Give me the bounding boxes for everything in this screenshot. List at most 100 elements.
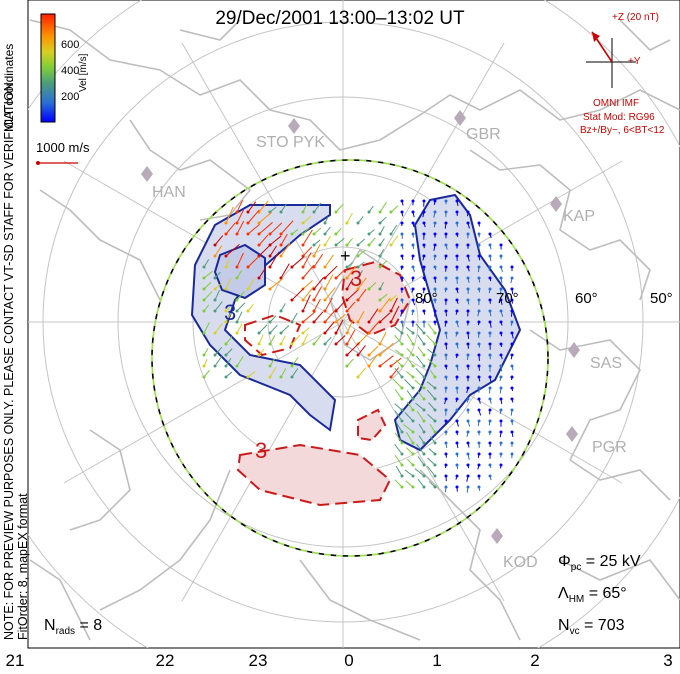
velocity-vector <box>426 465 436 477</box>
velocity-vector <box>478 288 481 293</box>
stat-phi-value: = 25 kV <box>585 553 641 570</box>
velocity-vector <box>269 315 277 323</box>
velocity-vector <box>291 334 301 345</box>
velocity-vector <box>390 357 402 367</box>
velocity-vector <box>489 310 492 317</box>
velocity-vector <box>414 379 425 389</box>
velocity-vector <box>269 206 277 213</box>
velocity-vector <box>368 237 376 246</box>
velocity-vector <box>456 464 459 470</box>
velocity-vector <box>445 442 448 449</box>
velocity-vector <box>313 239 321 246</box>
stat-phi-symbol: Φ <box>558 553 571 570</box>
velocity-vector <box>379 355 394 367</box>
colorbar-tick-400: 400 <box>61 65 80 77</box>
velocity-vector <box>395 465 403 477</box>
velocity-vector <box>247 223 260 235</box>
velocity-vector <box>394 444 403 455</box>
velocity-vector <box>434 288 437 293</box>
velocity-vector <box>477 266 480 273</box>
velocity-vector <box>280 368 287 378</box>
velocity-vector <box>426 389 436 400</box>
velocity-vector <box>357 277 367 290</box>
velocity-vector <box>390 297 398 312</box>
pole-marker: + <box>340 246 351 266</box>
velocity-vector <box>489 277 492 282</box>
velocity-vectors <box>202 199 514 493</box>
stat-nrads-sub: rads <box>55 626 76 638</box>
velocity-vector <box>291 229 299 235</box>
latitude-label-50: 50° <box>650 290 673 307</box>
velocity-vector <box>394 403 403 411</box>
velocity-vector <box>269 324 278 334</box>
velocity-vector <box>511 332 514 339</box>
velocity-vector <box>466 398 469 403</box>
velocity-vector <box>203 291 213 301</box>
velocity-vector <box>280 242 291 257</box>
mlt-hour-1: 1 <box>432 651 442 670</box>
station-HAN: HAN <box>152 184 186 201</box>
station-KOD: KOD <box>503 554 538 571</box>
stat-nvc-value: = 703 <box>584 617 625 634</box>
velocity-vector <box>489 464 492 469</box>
velocity-vector <box>455 398 458 403</box>
velocity-vector <box>456 233 459 238</box>
vector-origin <box>433 254 437 258</box>
velocity-vector <box>433 211 436 218</box>
velocity-vector <box>258 243 272 257</box>
velocity-vector <box>379 293 388 301</box>
velocity-vector <box>394 388 403 400</box>
velocity-vector <box>357 249 366 257</box>
velocity-vector <box>225 312 232 323</box>
velocity-vector <box>291 256 305 268</box>
velocity-vector <box>302 280 313 290</box>
velocity-vector <box>456 365 459 371</box>
station-PYK: PYK <box>293 134 326 151</box>
imf-y-label: +Y <box>628 56 641 67</box>
contour-label-positive: 3 <box>224 300 237 325</box>
velocity-vector <box>404 412 414 422</box>
velocity-vector <box>411 310 414 316</box>
velocity-vector <box>417 456 425 466</box>
velocity-vector <box>406 390 414 400</box>
velocity-vector <box>427 413 436 422</box>
velocity-vector <box>428 481 436 488</box>
velocity-vector <box>444 321 447 327</box>
velocity-vector <box>302 286 315 301</box>
velocity-vector <box>368 205 374 213</box>
potential-contour-negative-left <box>244 313 302 357</box>
velocity-vector <box>466 387 469 394</box>
velocity-vector <box>445 343 448 350</box>
velocity-vector <box>368 354 378 367</box>
velocity-vector <box>236 209 245 224</box>
velocity-vector <box>456 200 459 207</box>
stat-nvc-symbol: N <box>558 617 570 634</box>
velocity-vector <box>426 334 436 345</box>
velocity-vector <box>324 274 334 290</box>
heppner-maynard-boundary-dash <box>151 159 549 557</box>
velocity-vector <box>346 289 359 301</box>
velocity-vector <box>291 357 299 367</box>
velocity-vector <box>313 227 322 235</box>
velocity-vector <box>400 310 403 317</box>
velocity-vector <box>445 376 448 381</box>
stat-nrads-symbol: N <box>44 617 56 634</box>
velocity-vector <box>415 402 425 411</box>
velocity-vector <box>225 244 240 257</box>
velocity-vector <box>427 457 436 466</box>
velocity-vector <box>416 443 425 455</box>
velocity-vector <box>511 431 514 438</box>
velocity-vector <box>478 255 481 261</box>
velocity-vector <box>203 259 210 268</box>
velocity-vector <box>401 244 404 250</box>
velocity-vector <box>477 332 480 338</box>
velocity-vector <box>467 222 470 229</box>
velocity-vector <box>500 277 503 283</box>
velocity-vector <box>269 222 283 235</box>
velocity-vector <box>406 348 414 356</box>
velocity-vector <box>412 222 415 228</box>
velocity-vector <box>417 391 425 400</box>
velocity-vector <box>225 277 232 290</box>
velocity-vector <box>324 235 332 246</box>
velocity-vector <box>357 238 365 246</box>
